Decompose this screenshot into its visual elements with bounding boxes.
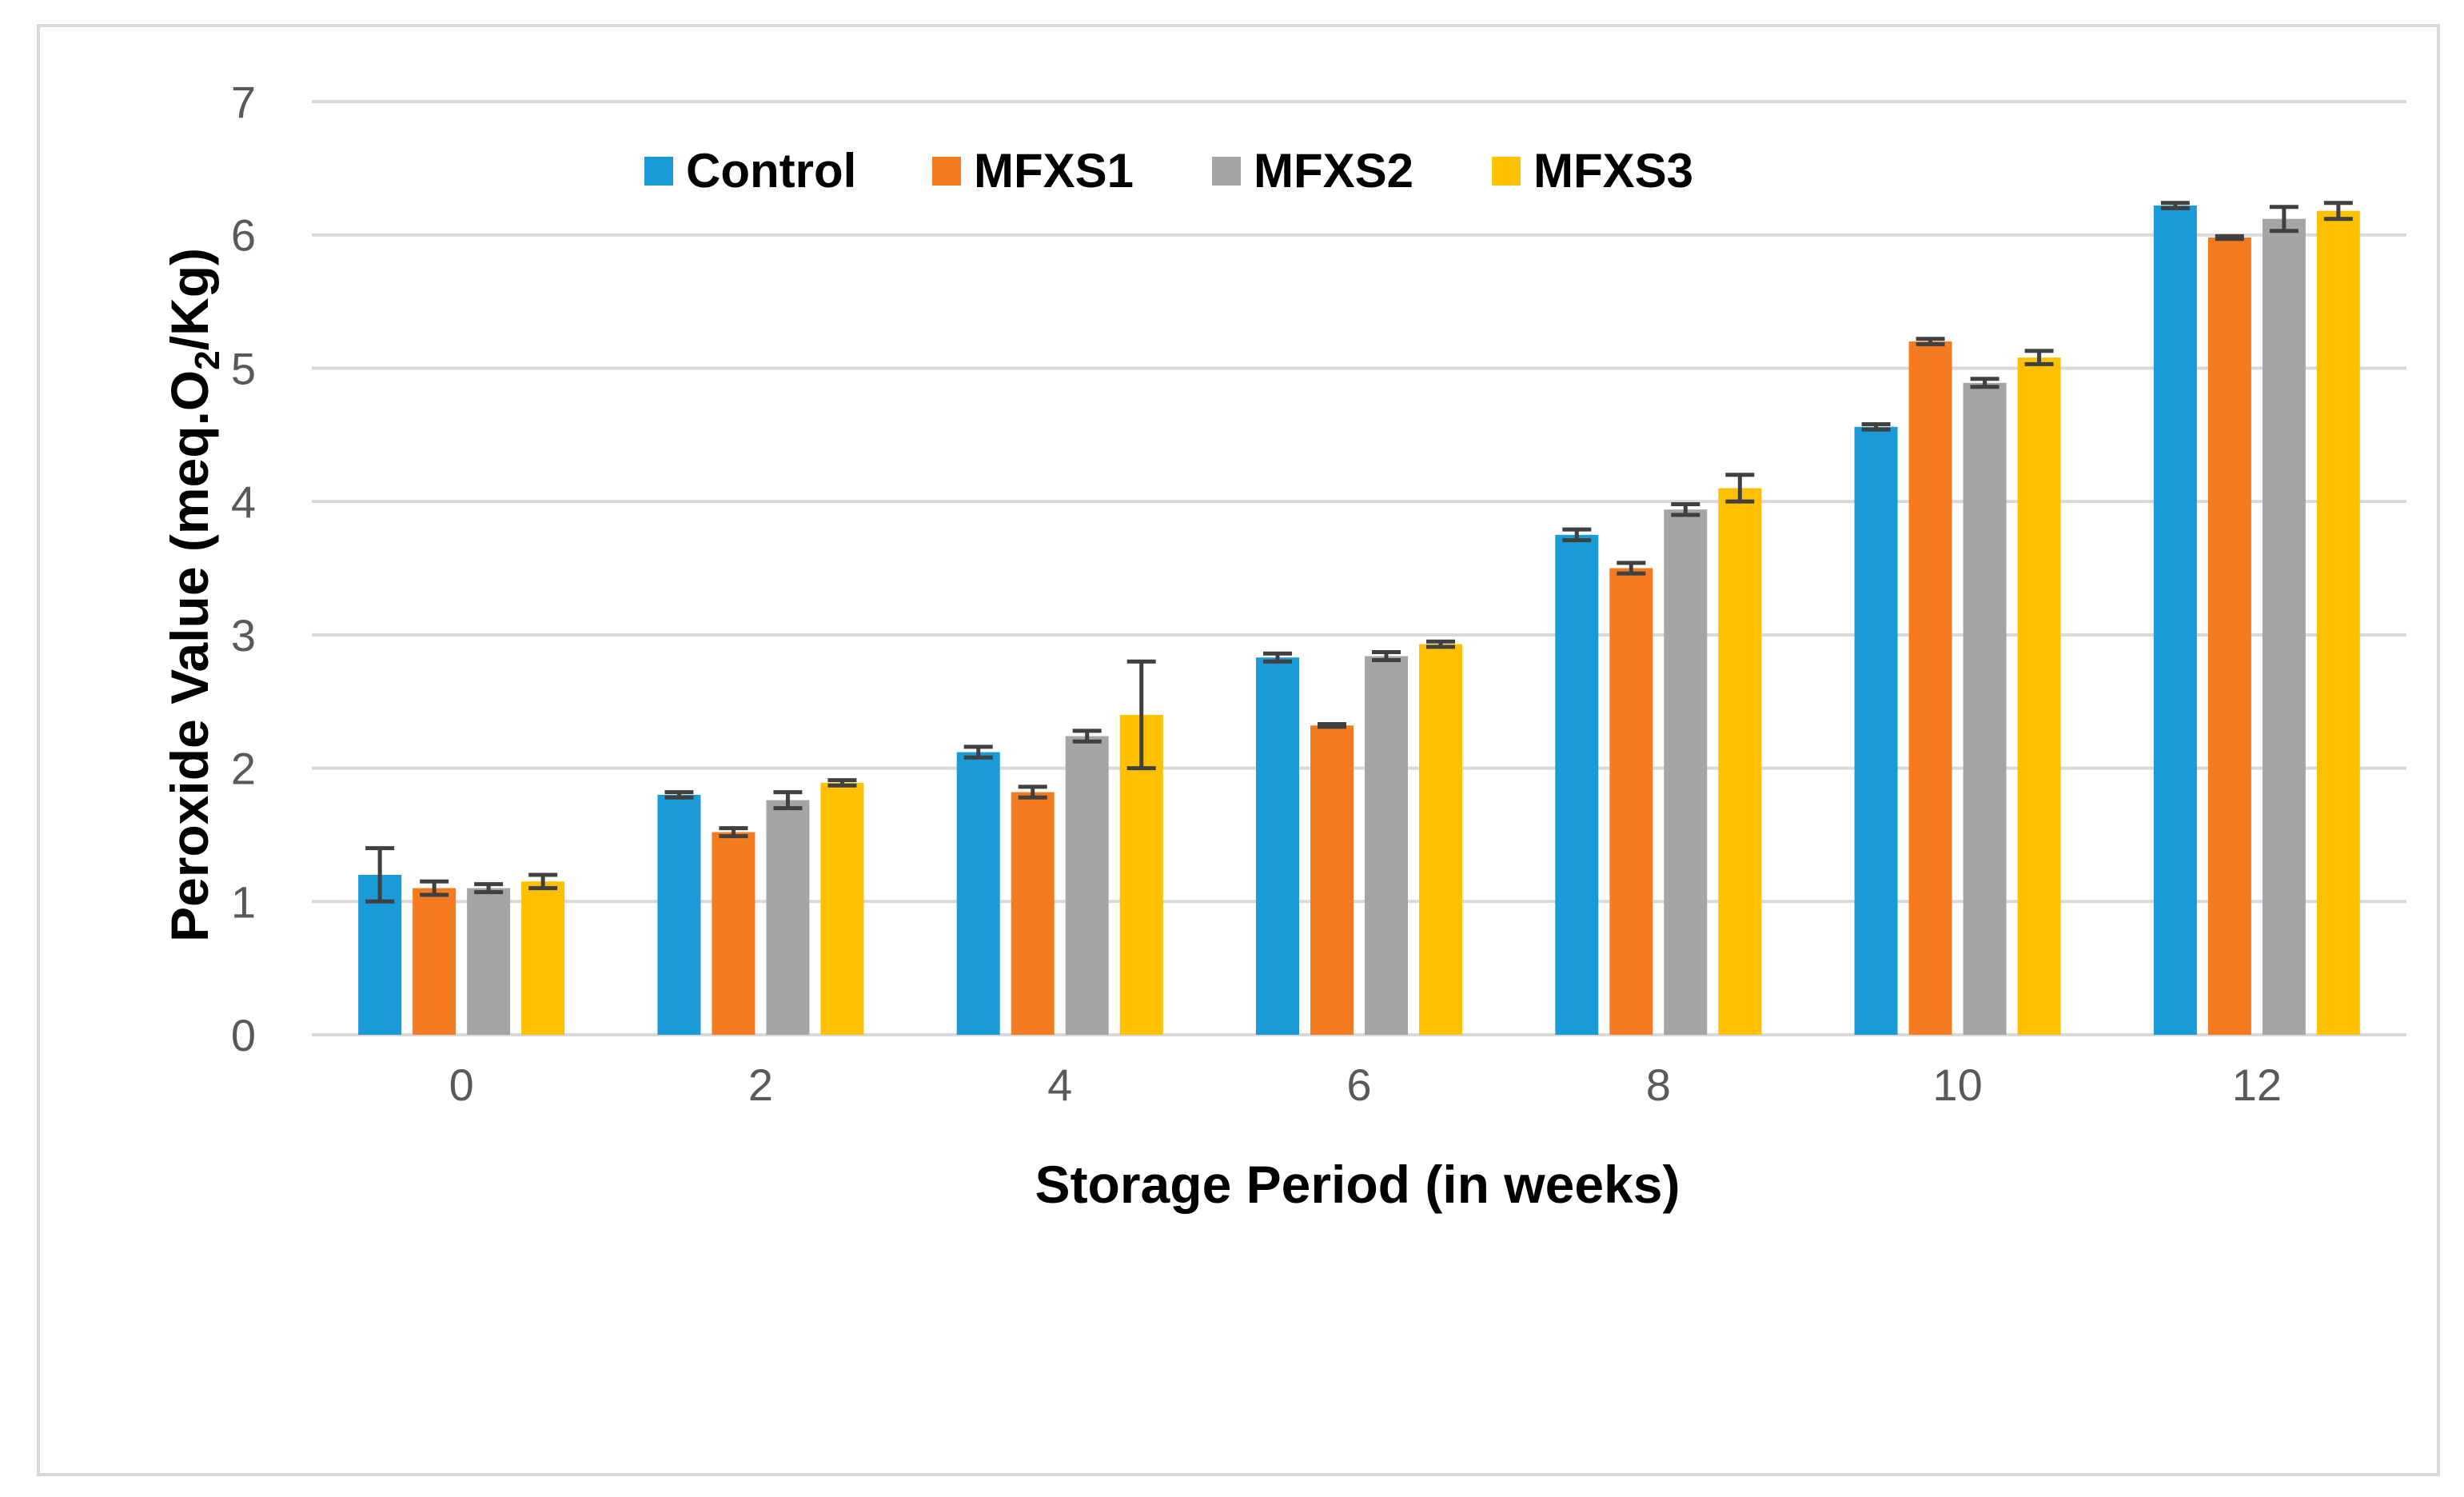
- x-tick-label: 4: [1047, 1060, 1072, 1110]
- bar-mfxs2-week-12: [2262, 218, 2306, 1035]
- bar-mfxs2-week-2: [766, 800, 810, 1035]
- legend-swatch: [644, 157, 673, 186]
- error-bars: [365, 201, 2353, 904]
- bar-mfxs3-week-10: [2017, 357, 2061, 1035]
- error-bar-mfxs1-week-6: [1318, 722, 1346, 729]
- error-bar-mfxs3-week-2: [827, 778, 857, 788]
- error-bar-mfxs1-week-4: [1018, 784, 1047, 800]
- error-bar-mfxs3-week-0: [528, 872, 558, 891]
- error-bar-mfxs2-week-10: [1970, 377, 2000, 389]
- error-bar-control-week-2: [664, 790, 694, 800]
- bar-mfxs3-week-6: [1419, 644, 1462, 1035]
- bar-mfxs1-week-4: [1011, 792, 1055, 1035]
- x-tick-label: 6: [1346, 1060, 1371, 1110]
- bar-mfxs2-week-10: [1963, 382, 2007, 1035]
- error-bar-mfxs2-week-2: [773, 790, 803, 811]
- bar-mfxs1-week-0: [413, 888, 457, 1035]
- error-bar-control-week-4: [963, 745, 993, 760]
- x-tick-label: 12: [2232, 1060, 2282, 1110]
- bar-control-week-4: [956, 752, 1000, 1035]
- y-tick-label: 5: [231, 343, 256, 393]
- error-bar-control-week-10: [1861, 421, 1891, 432]
- error-bar-mfxs2-week-6: [1372, 650, 1401, 663]
- bar-mfxs2-week-8: [1664, 509, 1708, 1035]
- bar-mfxs1-week-10: [1908, 341, 1952, 1036]
- bar-mfxs3-week-0: [521, 881, 565, 1035]
- gridlines: [312, 100, 2406, 1036]
- bars: [358, 206, 2360, 1036]
- bar-mfxs3-week-12: [2316, 210, 2360, 1036]
- y-tick-label: 0: [231, 1010, 256, 1060]
- x-tick-label: 10: [1932, 1060, 1982, 1110]
- error-bar-mfxs1-week-2: [719, 826, 748, 839]
- error-bar-mfxs2-week-8: [1671, 501, 1700, 517]
- bar-control-week-10: [1854, 426, 1898, 1035]
- legend-item-control: Control: [644, 144, 856, 198]
- y-axis-title-end: /Kg): [160, 248, 219, 350]
- error-bar-mfxs1-week-10: [1916, 337, 1945, 346]
- bar-mfxs3-week-8: [1718, 488, 1762, 1035]
- error-bar-mfxs1-week-12: [2215, 234, 2244, 242]
- error-bar-mfxs1-week-0: [420, 879, 449, 897]
- legend-label: MFXS3: [1533, 144, 1693, 198]
- bar-mfxs2-week-4: [1065, 736, 1109, 1035]
- bar-mfxs1-week-6: [1310, 725, 1354, 1035]
- bar-control-week-12: [2153, 206, 2197, 1036]
- error-bar-mfxs3-week-12: [2323, 201, 2353, 222]
- legend-item-mfxs3: MFXS3: [1492, 144, 1693, 198]
- error-bar-control-week-8: [1562, 527, 1592, 542]
- bar-control-week-8: [1555, 534, 1599, 1035]
- y-axis-title: Peroxide Value (meq.O2/Kg): [160, 248, 227, 942]
- bar-mfxs1-week-8: [1609, 568, 1653, 1035]
- bar-mfxs1-week-12: [2207, 238, 2251, 1035]
- error-bar-control-week-0: [365, 846, 395, 904]
- error-bar-mfxs2-week-0: [474, 882, 504, 895]
- x-tick-label: 0: [449, 1060, 474, 1110]
- error-bar-mfxs2-week-12: [2269, 205, 2299, 234]
- bar-mfxs2-week-6: [1365, 656, 1408, 1035]
- y-tick-label: 4: [231, 477, 256, 527]
- error-bar-mfxs3-week-10: [2024, 349, 2054, 366]
- y-axis-title-subscript: 2: [188, 350, 227, 369]
- legend: Control MFXS1 MFXS2 MFXS3: [644, 144, 1693, 198]
- legend-label: Control: [686, 144, 856, 198]
- bar-mfxs3-week-2: [820, 782, 864, 1035]
- y-tick-label: 3: [231, 610, 256, 661]
- error-bar-mfxs3-week-4: [1126, 659, 1156, 771]
- error-bar-mfxs1-week-8: [1617, 561, 1646, 576]
- legend-swatch: [1212, 157, 1241, 186]
- legend-item-mfxs1: MFXS1: [932, 144, 1134, 198]
- error-bar-mfxs2-week-4: [1072, 729, 1102, 744]
- legend-label: MFXS1: [974, 144, 1134, 198]
- bar-control-week-6: [1256, 657, 1299, 1035]
- bar-mfxs2-week-0: [467, 888, 511, 1035]
- x-axis-title: Storage Period (in weeks): [1035, 1155, 1681, 1214]
- legend-swatch: [1492, 157, 1521, 186]
- legend-label: MFXS2: [1254, 144, 1413, 198]
- y-tick-label: 1: [231, 876, 256, 927]
- x-tick-label: 8: [1646, 1060, 1671, 1110]
- legend-swatch: [932, 157, 961, 186]
- error-bar-control-week-6: [1263, 651, 1292, 664]
- y-tick-label: 6: [231, 210, 256, 261]
- y-tick-label: 7: [231, 77, 256, 127]
- x-axis-ticks: 0 2 4 6 8 10 12: [449, 1060, 2282, 1110]
- bar-mfxs1-week-2: [712, 832, 756, 1035]
- error-bar-mfxs3-week-6: [1426, 639, 1455, 649]
- bar-control-week-2: [657, 794, 701, 1035]
- y-axis-title-main: Peroxide Value (meq.O: [160, 370, 219, 942]
- y-axis-ticks: 0 1 2 3 4 5 6 7: [231, 77, 256, 1060]
- x-tick-label: 2: [748, 1060, 773, 1110]
- y-tick-label: 2: [231, 744, 256, 794]
- error-bar-mfxs3-week-8: [1725, 473, 1755, 504]
- error-bar-control-week-12: [2160, 201, 2190, 210]
- legend-item-mfxs2: MFXS2: [1212, 144, 1413, 198]
